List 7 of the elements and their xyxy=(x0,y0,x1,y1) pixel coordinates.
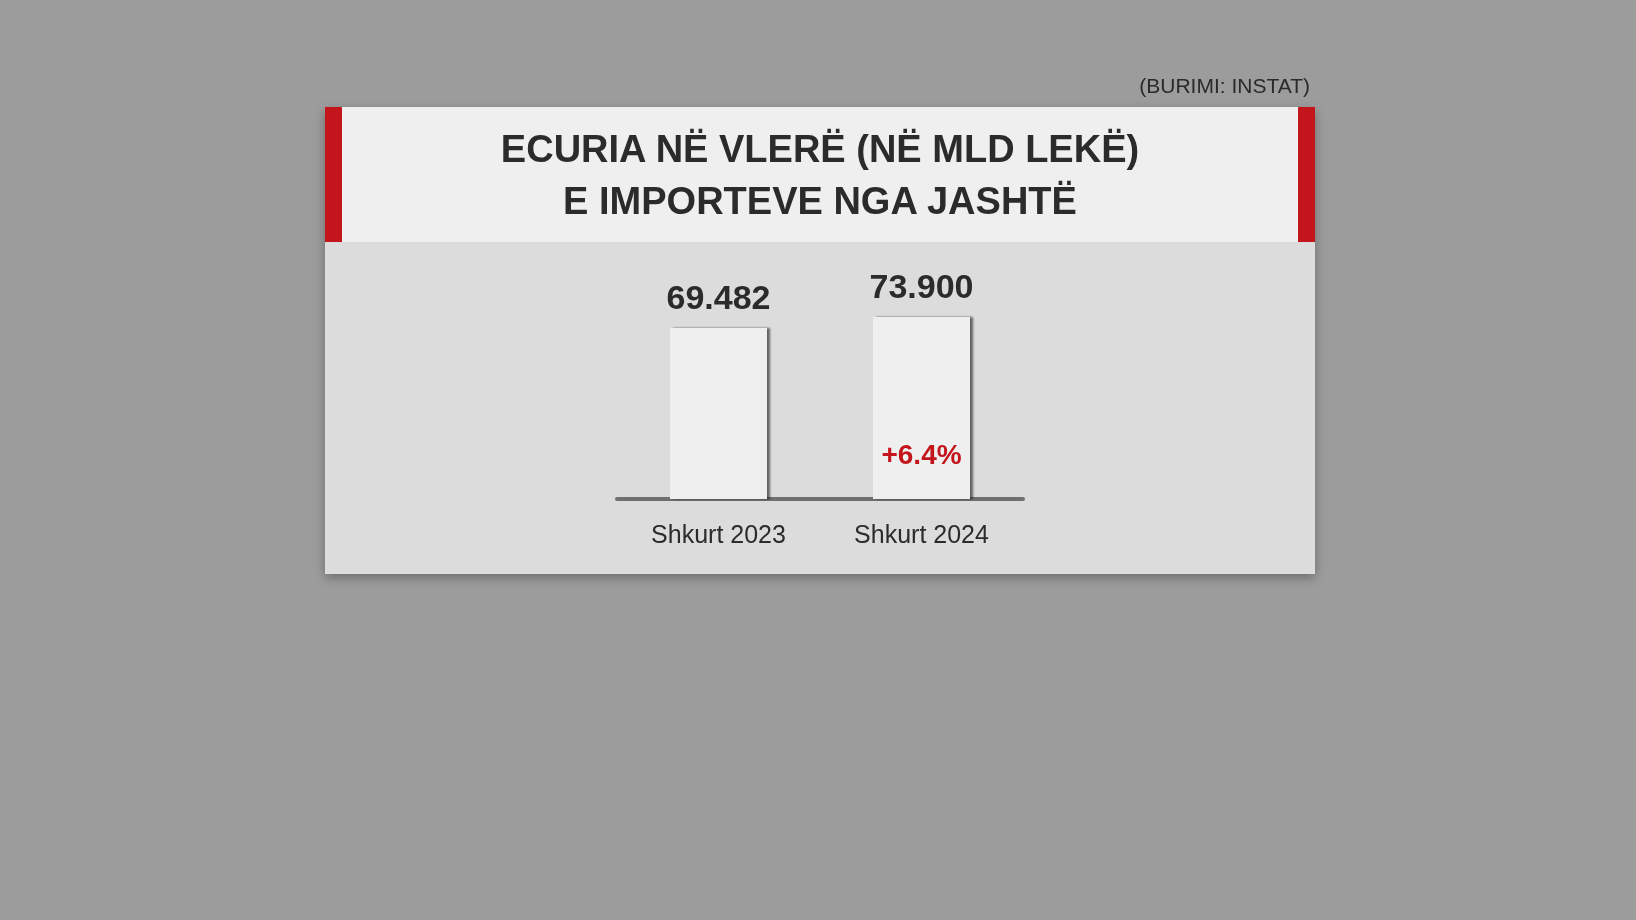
x-tick-label: Shkurt 2024 xyxy=(854,519,989,548)
chart-title: ECURIA NË VLERË (NË MLD LEKË) E IMPORTEVE NGA JASHTË xyxy=(325,107,1315,242)
text: (BURIMI: INSTAT) xyxy=(1139,74,1310,98)
x-tick-label: Shkurt 2023 xyxy=(651,519,786,548)
data-label: 69.482 xyxy=(666,277,771,316)
annotation: +6.4% xyxy=(881,438,962,470)
data-label: 73.900 xyxy=(869,267,974,306)
